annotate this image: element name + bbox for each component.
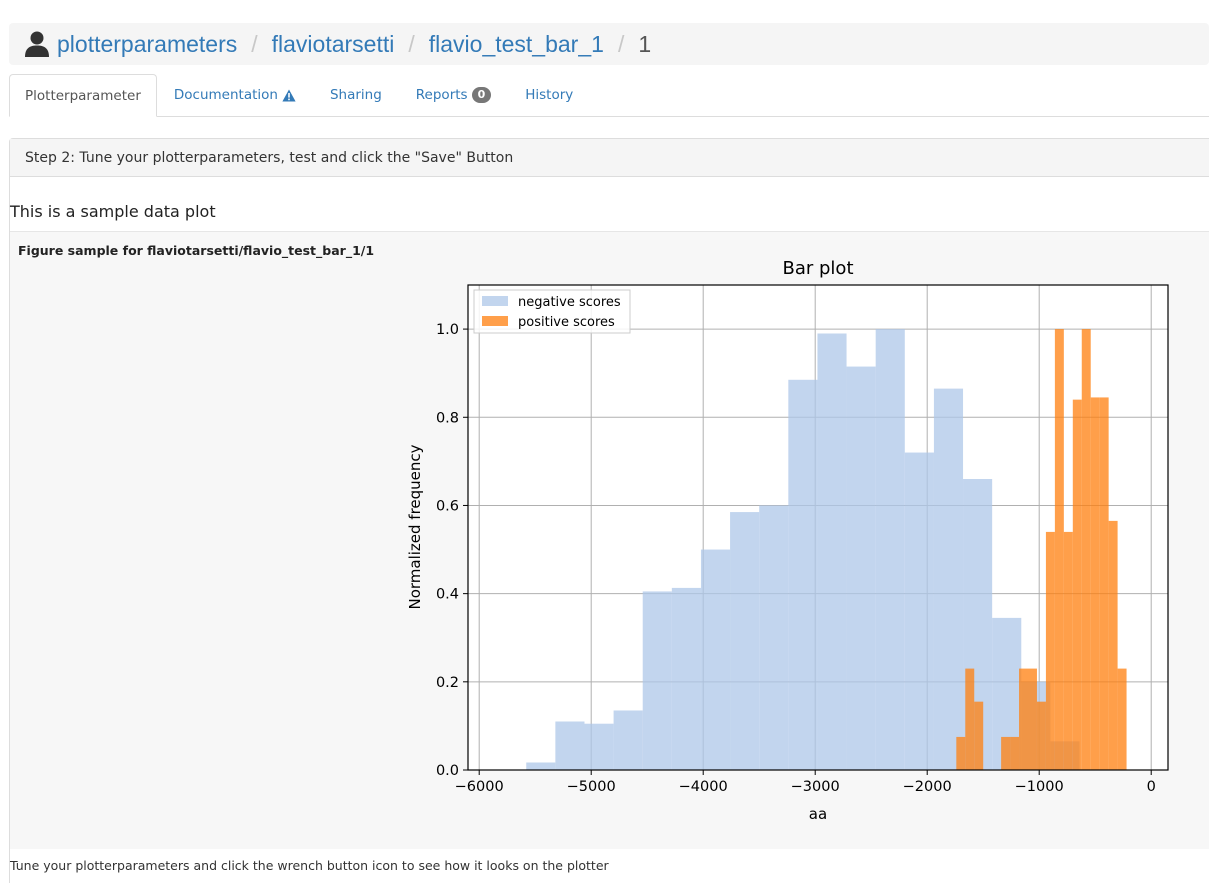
reports-count-badge: 0 [471,87,492,103]
breadcrumb-current-version: 1 [638,30,652,57]
tab-sharing[interactable]: Sharing [313,74,399,116]
figure-container: Figure sample for flaviotarsetti/flavio_… [10,231,1209,849]
bar-negative-scores [875,329,905,770]
tab-documentation[interactable]: Documentation [157,74,313,116]
x-tick-label: 0 [1147,779,1156,795]
tab-reports[interactable]: Reports 0 [399,74,508,116]
bar-negative-scores [526,762,556,770]
bar-negative-scores [933,388,964,770]
chart-title: Bar plot [783,258,854,279]
tab-label: Reports [415,87,468,103]
bar-positive-scores [1072,399,1082,770]
x-tick-label: −3000 [791,779,840,795]
tab-label: Sharing [329,87,382,103]
bar-negative-scores [730,512,760,770]
plotterparameter-panel: Step 2: Tune your plotterparameters, tes… [9,138,1209,883]
bar-negative-scores [846,366,876,770]
tab-label: Plotterparameter [25,87,141,104]
bar-positive-scores [1117,668,1127,770]
bar-positive-scores [1036,701,1046,770]
bar-positive-scores [956,736,966,770]
legend-swatch-positive [482,316,508,326]
bar-negative-scores [817,333,847,770]
bar-negative-scores [759,505,789,770]
bar-positive-scores [1108,520,1118,770]
x-tick-label: −2000 [903,779,952,795]
x-tick-label: −4000 [679,779,728,795]
y-axis-label: Normalized frequency [406,444,424,609]
legend-swatch-negative [482,296,508,306]
plot-frame [467,284,1169,771]
legend-label-positive: positive scores [518,315,615,330]
bar-negative-scores [700,549,731,770]
tab-history[interactable]: History [508,74,590,116]
breadcrumb-separator: / [251,30,258,57]
sample-plot-title: This is a sample data plot [10,202,216,221]
warning-icon [282,89,296,102]
breadcrumb-link-plotter[interactable]: flavio_test_bar_1 [428,30,604,57]
bar-positive-scores [1045,531,1055,770]
tune-instructions: Tune your plotterparameters and click th… [10,858,609,873]
breadcrumb-link-user[interactable]: flaviotarsetti [271,30,395,57]
user-icon [23,30,51,58]
bar-negative-scores [671,587,701,770]
breadcrumb-separator: / [408,30,415,57]
bar-negative-scores [613,710,643,770]
tab-bar: Plotterparameter Documentation Sharing R… [9,74,1209,117]
bar-positive-scores [974,701,984,770]
bar-negative-scores [788,379,818,770]
bar-negative-scores [584,723,614,770]
y-tick-label: 0.0 [436,763,459,779]
bar-positive-scores [1054,329,1064,770]
bar-positive-scores [1081,329,1091,770]
y-tick-label: 1.0 [436,322,459,338]
legend-label-negative: negative scores [518,295,621,310]
bar-positive-scores [1090,397,1100,770]
tab-label: Documentation [173,87,278,103]
x-tick-label: −6000 [455,779,504,795]
x-tick-label: −1000 [1015,779,1064,795]
bar-positive-scores [1099,397,1109,770]
figure-caption: Figure sample for flaviotarsetti/flavio_… [18,243,375,258]
breadcrumb: plotterparameters / flaviotarsetti / fla… [9,23,1209,65]
panel-heading: Step 2: Tune your plotterparameters, tes… [10,139,1209,177]
y-tick-label: 0.4 [436,587,459,603]
bar-positive-scores [1010,736,1020,770]
x-tick-label: −5000 [567,779,616,795]
breadcrumb-link-plotterparameters[interactable]: plotterparameters [57,30,238,57]
breadcrumb-separator: / [617,30,625,57]
bar-negative-scores [555,721,585,770]
bar-plot-chart: −6000 −5000 −4000 −3000 −2000 −1000 0 0.0 0.2 0.… [406,258,1169,823]
bar-positive-scores [1001,736,1011,770]
x-axis-label: aa [809,805,827,823]
legend: negative scores positive scores [473,289,631,334]
y-tick-label: 0.8 [436,410,459,426]
bar-negative-scores [642,591,672,770]
y-tick-label: 0.2 [436,675,459,691]
bar-positive-scores [1028,668,1037,770]
bar-negative-scores [904,452,934,770]
tab-plotterparameter[interactable]: Plotterparameter [9,74,157,117]
bar-positive-scores [1019,668,1028,770]
y-tick-label: 0.6 [436,498,459,514]
tab-label: History [525,87,574,103]
bar-positive-scores [1063,531,1073,770]
bar-positive-scores [965,668,975,770]
